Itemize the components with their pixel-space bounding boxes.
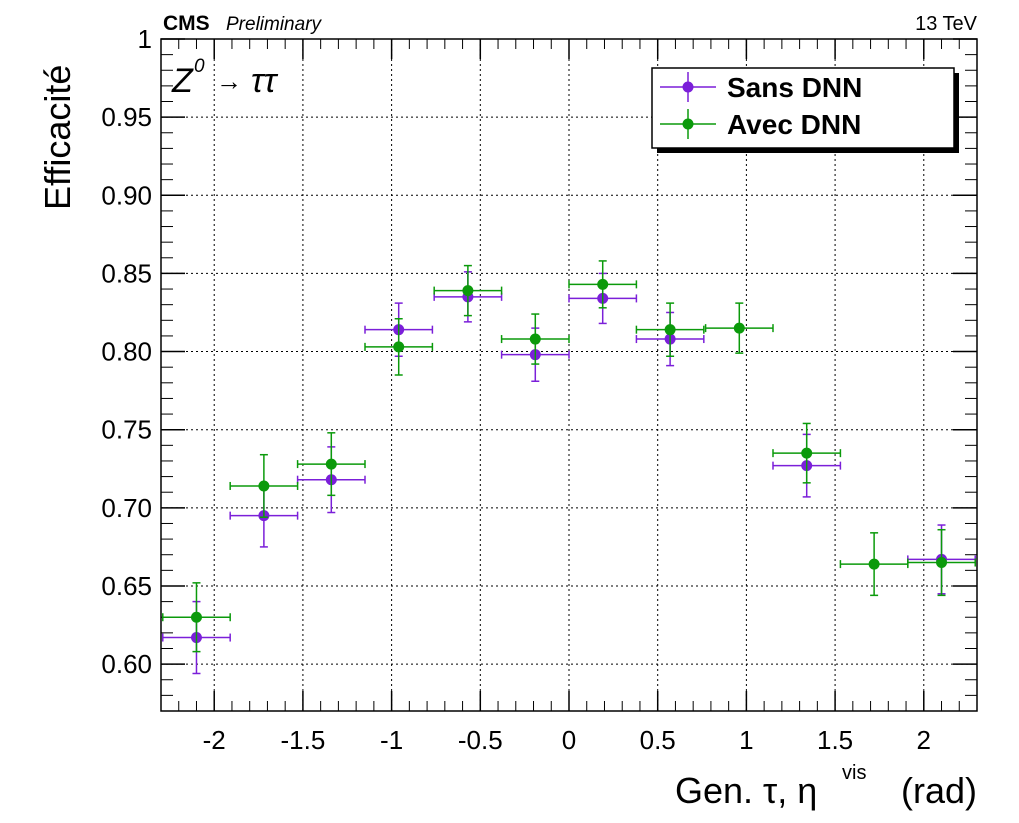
data-point [907, 528, 976, 597]
y-tick-label: 0.95 [101, 102, 152, 132]
data-point [704, 302, 774, 354]
data-marker [393, 341, 405, 353]
data-point [568, 260, 638, 309]
x-tick-labels: -2 -1.5 -1 -0.5 0 0.5 1 1.5 2 [203, 725, 931, 755]
x-axis-title: Gen. τ, η vis (rad) [675, 762, 977, 811]
grid [161, 38, 977, 711]
legend-marker-avec [660, 109, 716, 139]
y-tick-label: 0.90 [101, 180, 152, 210]
y-axis-title: Efficacité [37, 65, 78, 210]
x-tick-label: 0 [562, 725, 576, 755]
data-marker [529, 333, 541, 345]
data-series [162, 260, 976, 675]
legend-label-sans: Sans DNN [727, 72, 862, 103]
x-tick-label: 1.5 [817, 725, 853, 755]
data-point [433, 264, 503, 317]
y-tick-label: 0.75 [101, 415, 152, 445]
series-avec-dnn [162, 260, 976, 653]
series-sans-dnn [162, 271, 976, 675]
data-point [296, 432, 366, 497]
y-tick-label: 1 [138, 24, 152, 54]
data-marker [597, 278, 609, 290]
y-tick-label: 0.70 [101, 493, 152, 523]
data-point [162, 582, 231, 653]
data-marker [325, 458, 337, 470]
x-tick-label: 0.5 [640, 725, 676, 755]
experiment-label: CMS [163, 12, 210, 35]
y-tick-label: 0.60 [101, 649, 152, 679]
y-tick-label: 0.80 [101, 337, 152, 367]
data-marker [936, 557, 948, 569]
x-axis-title-superscript: vis [842, 762, 866, 784]
legend-box [651, 67, 955, 149]
x-axis-title-main: Gen. τ, η [675, 770, 817, 811]
process-z-superscript: 0 [194, 56, 205, 77]
x-tick-label: -2 [203, 725, 226, 755]
data-marker [664, 324, 676, 336]
energy-label: 13 TeV [915, 13, 978, 35]
y-tick-label: 0.65 [101, 571, 152, 601]
legend-marker-sans [660, 72, 716, 102]
y-tick-labels: 0.60 0.65 0.70 0.75 0.80 0.85 0.90 0.95 1 [101, 24, 152, 679]
data-point [635, 302, 705, 357]
data-point [500, 313, 570, 365]
data-point [772, 422, 842, 484]
x-tick-label: -0.5 [458, 725, 503, 755]
data-point [364, 317, 434, 376]
process-arrow: → [216, 66, 242, 96]
legend-label-avec: Avec DNN [727, 109, 861, 140]
data-marker [733, 322, 745, 334]
x-axis-title-unit: (rad) [901, 770, 977, 811]
data-marker [190, 611, 202, 623]
status-label: Preliminary [226, 14, 323, 35]
data-marker [801, 447, 813, 459]
x-tick-label: -1 [380, 725, 403, 755]
data-marker [462, 285, 474, 297]
x-tick-label: 1 [739, 725, 753, 755]
legend: Sans DNN Avec DNN [651, 67, 959, 153]
y-tick-label: 0.85 [101, 258, 152, 288]
data-marker [258, 480, 270, 492]
process-z: Z [171, 62, 194, 100]
process-tautau: ττ [251, 62, 279, 100]
data-point [229, 453, 299, 518]
x-tick-label: -1.5 [281, 725, 326, 755]
axis-ticks [160, 38, 978, 712]
x-tick-label: 2 [917, 725, 931, 755]
data-marker [868, 558, 880, 570]
process-annotation: Z 0 → ττ [171, 56, 279, 100]
